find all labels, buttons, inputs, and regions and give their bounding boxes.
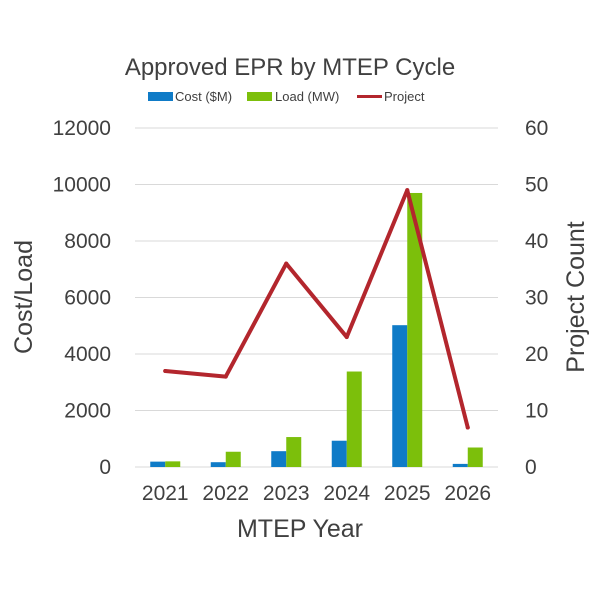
y-tick-label: 10000 [53, 174, 111, 197]
x-axis-ticks: 2021 2022 2023 2024 2025 2026 [142, 482, 491, 505]
project-point [405, 188, 410, 193]
y2-tick-label: 40 [525, 230, 548, 253]
y-tick-label: 12000 [53, 117, 111, 140]
y2-tick-label: 50 [525, 174, 548, 197]
bar-load [346, 371, 362, 467]
chart-title: Approved EPR by MTEP Cycle [125, 54, 455, 81]
legend: Cost ($M) Load (MW) Project [148, 89, 425, 104]
bar-load [225, 451, 241, 467]
y2-tick-label: 0 [525, 456, 537, 479]
y2-axis-ticks: 0 10 20 30 40 50 60 [525, 117, 548, 479]
x-axis-title: MTEP Year [237, 515, 363, 543]
bar-load [407, 192, 423, 467]
bar-cost [150, 461, 166, 467]
legend-swatch-cost [148, 92, 173, 101]
y-tick-label: 0 [99, 456, 111, 479]
project-point [223, 374, 228, 379]
y-tick-label: 2000 [64, 400, 111, 423]
legend-swatch-load [247, 92, 272, 101]
y-tick-label: 6000 [64, 287, 111, 310]
project-point [344, 335, 349, 340]
bar-cost [271, 451, 287, 467]
x-tick-label: 2026 [444, 482, 491, 505]
x-tick-label: 2025 [384, 482, 431, 505]
bar-load [165, 461, 181, 467]
y-tick-label: 4000 [64, 343, 111, 366]
legend-label-cost: Cost ($M) [175, 89, 232, 104]
y2-tick-label: 20 [525, 343, 548, 366]
y2-tick-label: 10 [525, 400, 548, 423]
project-point [284, 261, 289, 266]
bar-cost [452, 463, 468, 467]
bar-load [286, 437, 302, 467]
project-point [465, 425, 470, 430]
legend-label-project: Project [384, 89, 425, 104]
x-tick-label: 2022 [202, 482, 249, 505]
project-series-line [163, 188, 470, 430]
x-tick-label: 2024 [323, 482, 370, 505]
x-tick-label: 2021 [142, 482, 189, 505]
project-point [163, 368, 168, 373]
y-tick-label: 8000 [64, 230, 111, 253]
y-axis-ticks: 0 2000 4000 6000 8000 10000 12000 [53, 117, 111, 479]
y2-tick-label: 60 [525, 117, 548, 140]
x-tick-label: 2023 [263, 482, 310, 505]
project-line [163, 188, 470, 430]
bar-cost [392, 325, 408, 467]
bar-load [467, 447, 483, 467]
bar-cost [331, 440, 347, 467]
bars [150, 192, 483, 467]
y2-axis-title: Project Count [562, 221, 590, 373]
y-axis-title: Cost/Load [10, 240, 38, 354]
y2-tick-label: 30 [525, 287, 548, 310]
bar-cost [210, 462, 226, 467]
legend-label-load: Load (MW) [275, 89, 339, 104]
